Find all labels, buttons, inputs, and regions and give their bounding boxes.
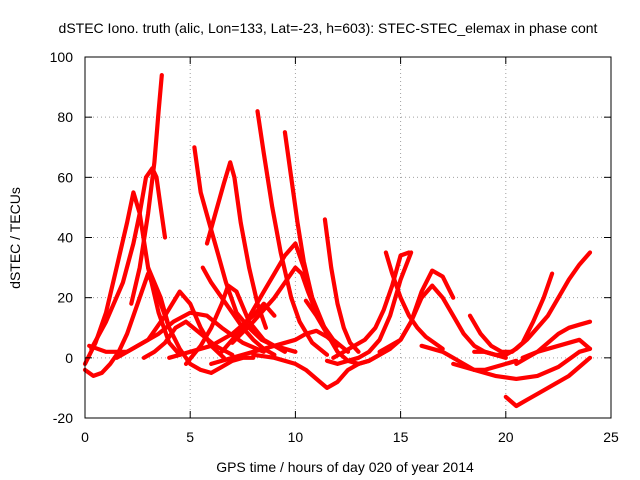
series-arc-19 (251, 352, 361, 390)
series-arc-10 (204, 160, 268, 330)
y-tick-label: 0 (65, 350, 73, 366)
series-arc-33 (520, 319, 593, 360)
y-tick-label: 20 (57, 290, 73, 306)
x-tick-label: 10 (288, 429, 304, 445)
series-arc-16 (219, 241, 330, 354)
series-arc-4 (82, 271, 172, 378)
series-arc-8 (146, 265, 256, 375)
series-arc-30 (451, 346, 593, 381)
series-arc-13 (167, 301, 277, 360)
chart-title: dSTEC Iono. truth (alic, Lon=133, Lat=-2… (59, 20, 598, 36)
series-arc-31 (503, 355, 593, 409)
series-arc-20 (322, 217, 361, 354)
series-arc-28 (467, 271, 555, 354)
x-tick-label: 15 (393, 429, 409, 445)
series-arc-17 (230, 265, 330, 345)
axis-ticks: 0 5 10 15 20 25 -20 0 20 40 60 80 100 (50, 49, 619, 445)
y-tick-label: -20 (53, 410, 73, 426)
y-tick-label: 60 (57, 169, 73, 185)
series-arc-18 (209, 328, 340, 366)
x-tick-label: 0 (81, 429, 89, 445)
series-arc-22 (331, 250, 412, 360)
y-tick-label: 80 (57, 109, 73, 125)
y-axis-label: dSTEC / TECUs (7, 187, 23, 289)
y-tick-label: 100 (50, 49, 74, 65)
series-arc-12 (183, 283, 287, 366)
x-tick-label: 5 (186, 429, 194, 445)
x-axis-label: GPS time / hours of day 020 of year 2014 (216, 459, 474, 475)
series-arc-3 (129, 72, 164, 306)
series-arc-14 (255, 109, 330, 357)
x-tick-label: 20 (498, 429, 514, 445)
y-tick-label: 40 (57, 230, 73, 246)
series-arc-2 (89, 166, 168, 351)
series-arc-29 (472, 250, 593, 357)
series-group (82, 72, 593, 409)
x-tick-label: 25 (603, 429, 619, 445)
